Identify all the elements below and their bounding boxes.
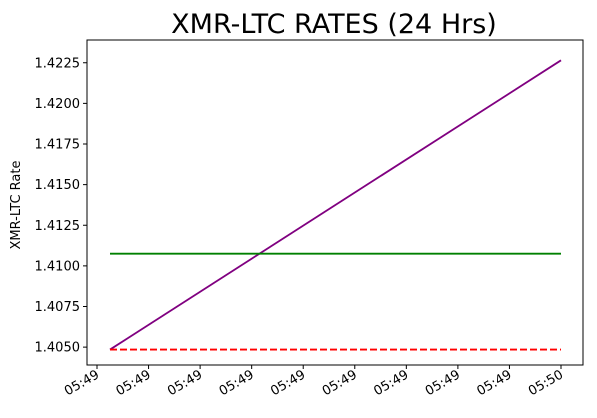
x-tick-label: 05:49 (268, 367, 308, 399)
y-tick-label: 1.4225 (35, 56, 81, 71)
plot-frame (86, 39, 584, 366)
y-axis-label: XMR-LTC Rate (9, 161, 24, 250)
x-tick-label: 05:49 (114, 367, 154, 399)
y-axis-ticks: 1.4050 1.4075 1.4100 1.4125 1.4150 1.4175 1.42… (35, 56, 87, 356)
series-line-1 (109, 59, 562, 351)
x-axis-ticks: 05:49 05:49 05:49 05:49 05:49 05:49 05:49 05:49… (62, 365, 566, 399)
y-tick-label: 1.4175 (35, 138, 81, 153)
series-layer (109, 59, 562, 351)
y-tick-label: 1.4200 (35, 97, 81, 112)
x-tick-label: 05:49 (474, 367, 514, 399)
x-tick-label: 05:49 (320, 367, 360, 399)
x-tick-label: 05:49 (165, 367, 205, 399)
x-tick-label: 05:49 (217, 367, 257, 399)
chart-title: XMR-LTC RATES (24 Hrs) (171, 9, 497, 40)
x-tick-label: 05:49 (62, 367, 102, 399)
y-tick-label: 1.4075 (35, 300, 81, 315)
y-tick-label: 1.4050 (35, 341, 81, 356)
y-tick-label: 1.4125 (35, 219, 81, 234)
y-tick-label: 1.4100 (35, 259, 81, 274)
y-tick-label: 1.4150 (35, 178, 81, 193)
x-tick-label: 05:49 (371, 367, 411, 399)
x-tick-label: 05:50 (526, 367, 566, 399)
x-tick-label: 05:49 (423, 367, 463, 399)
